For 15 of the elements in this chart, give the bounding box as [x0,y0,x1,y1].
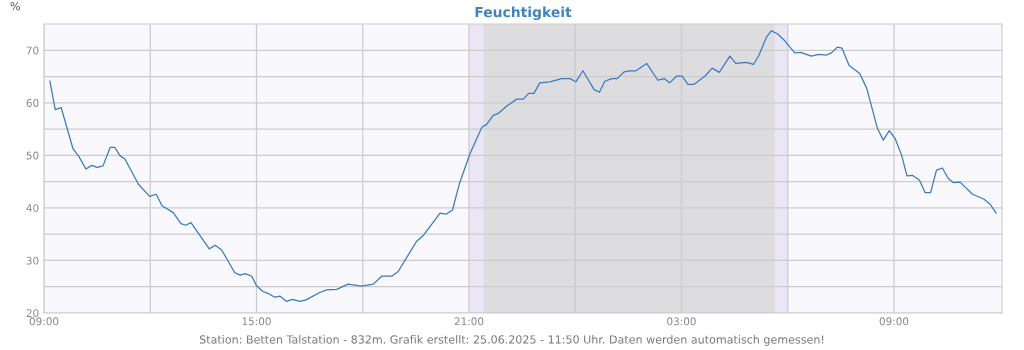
line-series [49,30,997,303]
y-tick-label: 60 [26,99,39,107]
y-axis-title: % [10,1,20,11]
y-tick-label: 70 [26,46,39,55]
x-tick-label: 03:00 [667,317,696,326]
x-tick-label: 21:00 [454,317,484,326]
y-tick-label: 30 [26,256,39,265]
chart-title: Feuchtigkeit [475,6,572,21]
y-tick-label: 50 [26,151,39,160]
y-tick-label: 20 [26,309,39,318]
x-tick-label: 09:00 [29,317,59,326]
x-tick-label: 09:00 [879,317,909,326]
x-tick-label: 15:00 [242,317,271,326]
text: Station: Betten Talstation - 832m. Grafik erstellt: 25.06.2025 - 11:50 Uhr. Daten werden automatisch gemessen! [199,335,824,346]
y-tick-label: 40 [26,204,39,213]
